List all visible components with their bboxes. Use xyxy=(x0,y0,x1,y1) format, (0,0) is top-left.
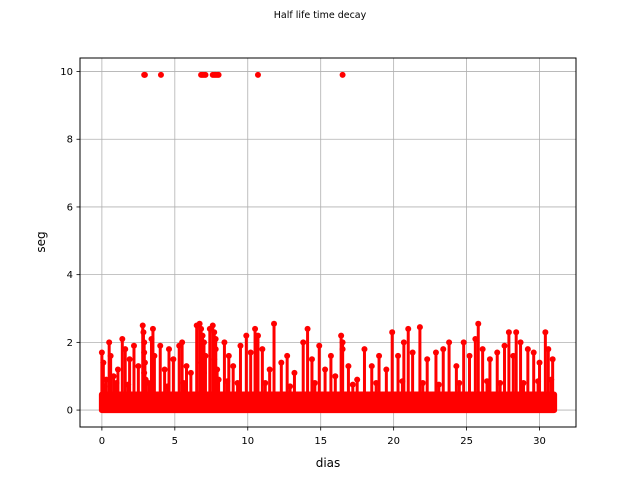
data-point xyxy=(202,71,209,78)
data-point xyxy=(141,71,148,78)
x-tick-label: 5 xyxy=(172,436,178,447)
x-tick-label: 20 xyxy=(387,436,400,447)
x-tick-label: 0 xyxy=(99,436,105,447)
y-tick-label: 2 xyxy=(67,338,73,349)
data-point xyxy=(215,71,222,78)
x-tick-label: 15 xyxy=(314,436,327,447)
grid xyxy=(80,58,576,427)
data-point xyxy=(157,71,164,78)
y-tick-label: 10 xyxy=(60,67,73,78)
dense-band xyxy=(98,391,558,414)
chart-title: Half life time decay xyxy=(274,10,367,21)
plot-frame xyxy=(79,57,577,428)
x-tick-label: 25 xyxy=(460,436,473,447)
y-tick-label: 4 xyxy=(67,270,73,281)
y-axis-label: seg xyxy=(34,231,48,252)
x-tick-label: 10 xyxy=(241,436,254,447)
ticks: 0 5 10 15 20 25 30 0 2 4 6 8 10 xyxy=(60,67,546,447)
points xyxy=(98,71,556,394)
y-tick-label: 0 xyxy=(67,406,73,417)
data-point xyxy=(254,71,261,78)
data-point xyxy=(339,71,346,78)
x-axis-label: dias xyxy=(316,456,341,470)
y-tick-label: 8 xyxy=(67,135,73,146)
x-tick-label: 30 xyxy=(533,436,546,447)
y-tick-label: 6 xyxy=(67,202,73,213)
dense-band-area xyxy=(98,391,558,414)
